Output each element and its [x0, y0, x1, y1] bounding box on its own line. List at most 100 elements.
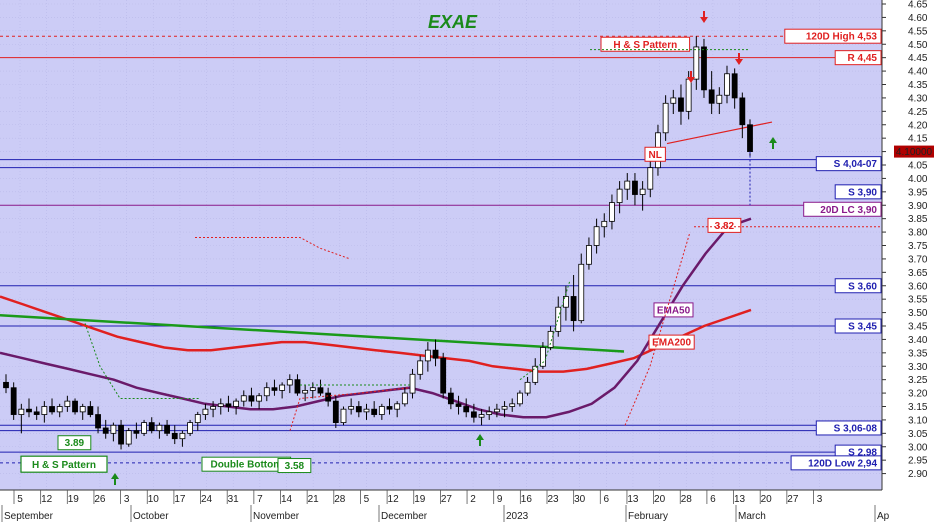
candle-body	[685, 78, 692, 112]
candle-body	[478, 414, 485, 418]
level-label: S 3,60	[848, 281, 877, 292]
candle-body	[156, 424, 163, 432]
candle-body	[279, 384, 286, 391]
x-tick-label: 20	[654, 494, 666, 505]
green-hs-box	[20, 455, 108, 473]
candle-body	[747, 124, 753, 152]
candle-body	[532, 365, 539, 383]
x-tick-label: 13	[627, 494, 639, 505]
candle-body	[110, 424, 117, 434]
y-tick-label: 4.60	[908, 13, 928, 24]
candle-body	[394, 403, 401, 410]
arrow-up-left-head	[111, 473, 119, 479]
candle-body	[609, 202, 615, 222]
annotations: H & S Pattern NL EMA50 EMA200 3.82 3.89 H & S …	[20, 11, 882, 485]
candle-body	[233, 400, 240, 407]
y-tick-label: 4.30	[908, 93, 928, 104]
green-hs-label: H & S Pattern	[32, 460, 96, 471]
label-389: 3.89	[65, 438, 85, 449]
x-tick-label: 12	[388, 494, 400, 505]
x-tick-label: 17	[174, 494, 186, 505]
candle-body	[378, 406, 385, 415]
candle-body	[286, 379, 293, 386]
double-bottom-label: Double Bottom	[210, 460, 282, 471]
level-label-box	[834, 318, 882, 334]
candle-body	[294, 379, 301, 394]
candle-body	[102, 427, 109, 434]
candle-body	[118, 424, 124, 445]
candle-body	[240, 395, 247, 402]
candle-body	[41, 406, 48, 415]
candle-body	[194, 414, 201, 423]
candle-body	[133, 430, 140, 434]
x-tick-label: 16	[521, 494, 533, 505]
arrow-up-left	[111, 473, 119, 485]
candle-body	[202, 408, 209, 415]
y-tick-label: 3.45	[908, 322, 928, 333]
candle-body	[432, 349, 439, 359]
x-tick-label: 13	[734, 494, 746, 505]
candle-body	[248, 395, 255, 402]
y-tick-label: 3.25	[908, 375, 928, 386]
x-tick-label: 27	[441, 494, 453, 505]
y-tick-label: 4.50	[908, 40, 928, 51]
arrow-up-dec	[476, 434, 484, 446]
x-tick-label: 19	[414, 494, 426, 505]
y-tick-label: 3.05	[908, 429, 928, 440]
candle-body	[348, 406, 355, 410]
month-label: September	[4, 511, 54, 522]
level-label-box	[834, 50, 882, 66]
candle-body	[470, 411, 477, 418]
neckline	[666, 121, 773, 145]
candle-body	[401, 392, 408, 405]
ema50-label-box	[653, 302, 694, 318]
candle-body	[632, 180, 638, 195]
candle-body	[670, 97, 677, 104]
x-tick-label: 28	[334, 494, 346, 505]
level-label: R 4,45	[848, 53, 878, 64]
x-tick-label: 21	[308, 494, 320, 505]
candle-body	[64, 400, 71, 407]
candle-body	[256, 395, 263, 402]
x-tick-label: 5	[17, 494, 23, 505]
y-tick-label: 3.90	[908, 201, 928, 212]
level-label-box	[790, 455, 882, 471]
candle-body	[309, 387, 316, 391]
candle-body	[586, 245, 592, 265]
red-dashed-trail-1	[195, 236, 351, 260]
y-tick-label: 4.45	[908, 53, 928, 64]
x-axis-panel	[0, 490, 938, 525]
x-tick-label: 3	[124, 494, 130, 505]
candle-body	[578, 263, 585, 322]
candle-body	[547, 330, 554, 348]
candle-body	[87, 406, 94, 415]
y-tick-label: 3.20	[908, 389, 928, 400]
label-358-box	[277, 458, 312, 474]
arrow-down-head-head	[700, 17, 708, 23]
y-tick-label: 4.40	[908, 67, 928, 78]
candle-body	[355, 406, 362, 413]
candle-body	[524, 381, 531, 394]
arrow-down-right-shoulder	[735, 53, 743, 65]
level-label-box	[834, 278, 882, 294]
ema200-line	[0, 295, 752, 373]
candle-body	[18, 408, 25, 415]
candle-body	[141, 422, 147, 434]
y-tick-label: 4.65	[908, 0, 928, 11]
x-tick-label: 27	[787, 494, 799, 505]
chart-title: EXAE	[428, 12, 478, 32]
y-tick-label: 3.35	[908, 348, 928, 359]
y-tick-label: 3.85	[908, 214, 928, 225]
level-label: S 4,04-07	[834, 159, 878, 170]
x-tick-label: 6	[710, 494, 716, 505]
candle-body	[540, 347, 546, 367]
candle-body	[79, 406, 86, 413]
stop-382-label: 3.82	[715, 221, 735, 232]
candle-body	[325, 392, 332, 402]
y-tick-label: 3.15	[908, 402, 928, 413]
y-tick-label: 2.90	[908, 469, 928, 480]
red-dashed-trail-3	[624, 231, 691, 426]
candle-body	[509, 403, 516, 407]
y-tick-label: 4.15	[908, 134, 928, 145]
